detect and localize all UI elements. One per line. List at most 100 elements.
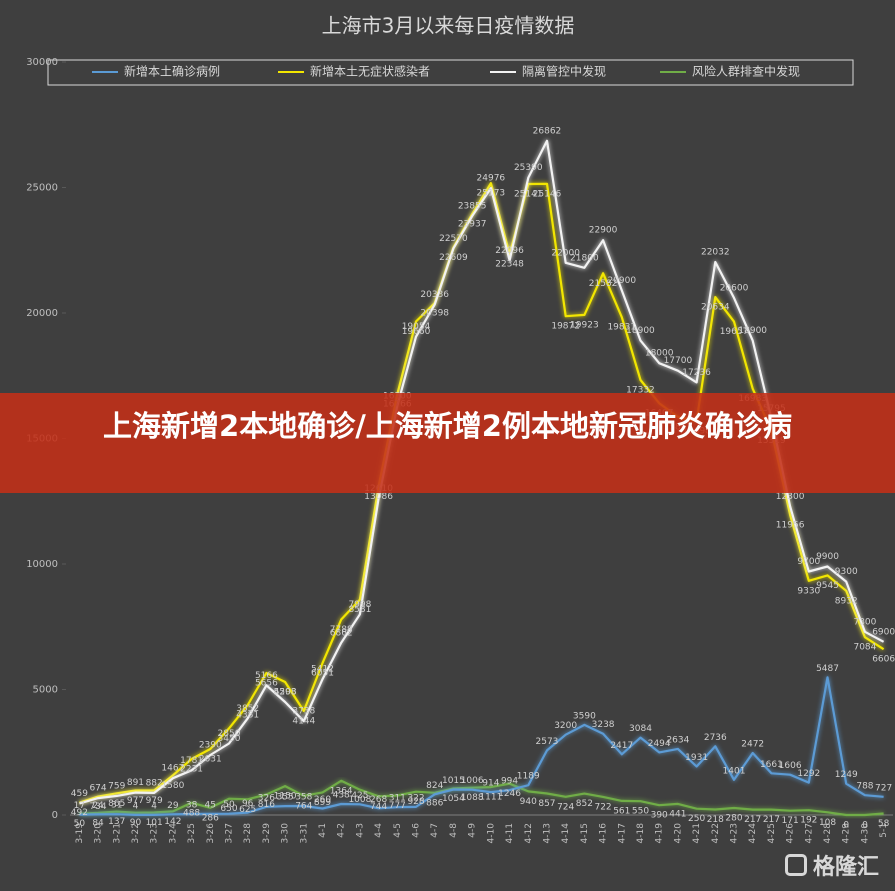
x-tick-label: 4-20 — [673, 823, 683, 844]
data-label: 425 — [351, 791, 368, 801]
data-label: 217 — [763, 815, 780, 825]
y-tick-label: 25000 — [26, 183, 58, 194]
data-label: 865 — [108, 799, 125, 809]
data-label: 891 — [127, 778, 144, 788]
x-tick-label: 4-5 — [393, 823, 403, 838]
data-label: 777 — [389, 801, 406, 811]
series-line — [79, 182, 885, 804]
data-label: 25390 — [514, 163, 543, 173]
data-label: 5656 — [255, 679, 278, 689]
data-label: 1249 — [835, 770, 858, 780]
data-label: 441 — [669, 809, 686, 819]
data-label: 21800 — [570, 253, 599, 263]
data-label: 326 — [258, 793, 275, 803]
x-tick-label: 4-14 — [561, 823, 571, 844]
data-label: 26862 — [533, 126, 562, 136]
data-label: 22609 — [439, 253, 468, 263]
data-label: 22570 — [439, 234, 468, 244]
data-label: 18000 — [645, 349, 674, 359]
data-label: 1580 — [161, 781, 184, 791]
x-tick-label: 4-30 — [860, 823, 870, 844]
data-label: 25141 — [514, 189, 543, 199]
watermark-text: 格隆汇 — [812, 855, 879, 880]
data-label: 6606 — [872, 655, 895, 665]
data-label: 17700 — [664, 356, 693, 366]
data-label: 23855 — [458, 202, 487, 212]
x-tick-label: 3-23 — [150, 823, 160, 843]
data-label: 1189 — [517, 772, 540, 782]
data-label: 940 — [520, 797, 537, 807]
x-tick-label: 4-22 — [711, 823, 721, 843]
x-tick-label: 3-28 — [243, 823, 253, 844]
y-tick-label: 0 — [52, 810, 58, 821]
data-label: 561 — [613, 806, 630, 816]
data-label: 217 — [744, 815, 761, 825]
data-label: 9300 — [835, 567, 858, 577]
x-tick-label: 3-31 — [299, 823, 309, 843]
data-label: 734 — [89, 802, 106, 812]
data-label: 7998 — [348, 600, 371, 610]
data-label: 3738 — [292, 707, 315, 717]
data-label: 31 — [111, 801, 122, 811]
data-label: 20336 — [420, 290, 449, 300]
data-label: 22348 — [495, 260, 524, 270]
data-label: 3200 — [554, 721, 577, 731]
data-label: 142 — [164, 817, 181, 827]
data-label: 286 — [202, 813, 219, 823]
x-tick-label: 3-27 — [224, 823, 234, 843]
data-label: 19054 — [402, 322, 431, 332]
x-tick-label: 4-3 — [355, 823, 365, 838]
x-tick-label: 4-1 — [318, 823, 328, 838]
data-label: 20398 — [420, 309, 449, 319]
data-label: 21582 — [589, 279, 618, 289]
data-label: 3852 — [236, 704, 259, 714]
y-tick-label: 20000 — [26, 308, 58, 319]
data-label: 550 — [632, 807, 649, 817]
y-tick-label: 5000 — [33, 685, 58, 696]
x-tick-label: 3-26 — [206, 823, 216, 844]
data-label: 886 — [426, 798, 443, 808]
data-label: 2850 — [218, 729, 241, 739]
data-label: 882 — [146, 778, 163, 788]
x-tick-label: 4-15 — [580, 823, 590, 843]
data-label: 20900 — [607, 276, 636, 286]
x-tick-label: 3-21 — [112, 823, 122, 843]
x-tick-label: 4-6 — [412, 823, 422, 838]
series-line — [79, 779, 884, 817]
data-label: 1006 — [461, 776, 484, 786]
legend-box — [47, 59, 854, 86]
x-tick-label: 4-24 — [748, 823, 758, 844]
data-label: 50 — [223, 800, 235, 810]
data-label: 816 — [258, 800, 275, 810]
series-line — [79, 139, 885, 805]
data-label: 857 — [538, 799, 555, 809]
x-tick-label: 4-26 — [786, 823, 796, 844]
data-label: 18900 — [738, 326, 767, 336]
data-label: 390 — [651, 811, 668, 821]
data-label: 1015 — [442, 776, 465, 786]
x-tick-label: 4-2 — [337, 823, 347, 838]
data-label: 9900 — [816, 552, 839, 562]
data-label: 22096 — [495, 246, 524, 256]
banner: 上海新增2本地确诊/上海新增2例本地新冠肺炎确诊病 — [0, 393, 895, 493]
y-tick-label: 10000 — [26, 559, 58, 570]
watermark-icon — [784, 854, 807, 876]
data-label: 355 — [277, 793, 294, 803]
data-label: 1781 — [180, 756, 203, 766]
data-label: 20600 — [720, 283, 749, 293]
data-label: 0 — [843, 821, 849, 831]
watermark: 格隆汇 — [784, 849, 879, 881]
data-label: 5412 — [311, 665, 334, 675]
data-label: 19657 — [720, 327, 749, 337]
data-label: 22900 — [589, 226, 618, 236]
data-label: 19660 — [402, 327, 431, 337]
data-label: 1606 — [779, 761, 802, 771]
x-tick-label: 4-12 — [524, 823, 534, 843]
data-label: 192 — [800, 816, 817, 826]
data-label: 311 — [389, 794, 406, 804]
data-label: 1661 — [760, 760, 783, 770]
data-label: 1111 — [479, 793, 502, 803]
data-label: 1401 — [723, 766, 746, 776]
